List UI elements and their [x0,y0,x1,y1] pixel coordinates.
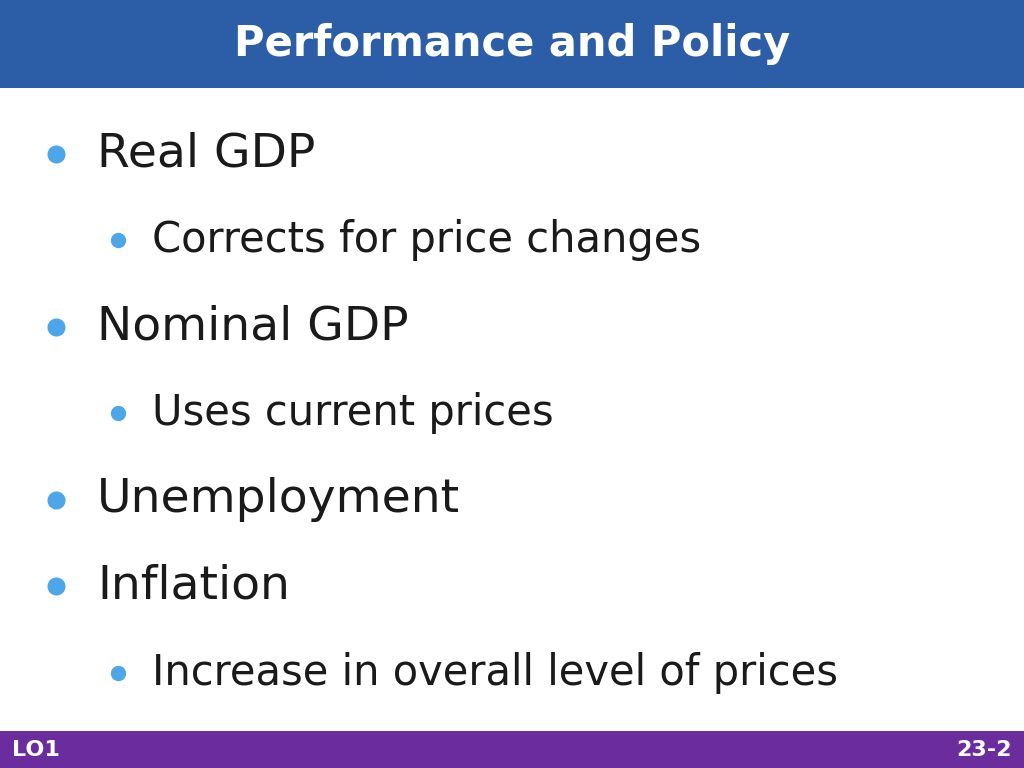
Text: Unemployment: Unemployment [97,477,461,522]
Text: Uses current prices: Uses current prices [152,392,553,434]
Text: Inflation: Inflation [97,564,290,608]
Text: 23-2: 23-2 [956,740,1012,760]
Text: Corrects for price changes: Corrects for price changes [152,220,700,261]
Text: Increase in overall level of prices: Increase in overall level of prices [152,651,838,694]
Text: LO1: LO1 [12,740,60,760]
Text: Nominal GDP: Nominal GDP [97,304,409,349]
FancyBboxPatch shape [0,0,1024,88]
Text: Performance and Policy: Performance and Policy [233,23,791,65]
Text: Real GDP: Real GDP [97,131,315,177]
FancyBboxPatch shape [0,731,1024,768]
